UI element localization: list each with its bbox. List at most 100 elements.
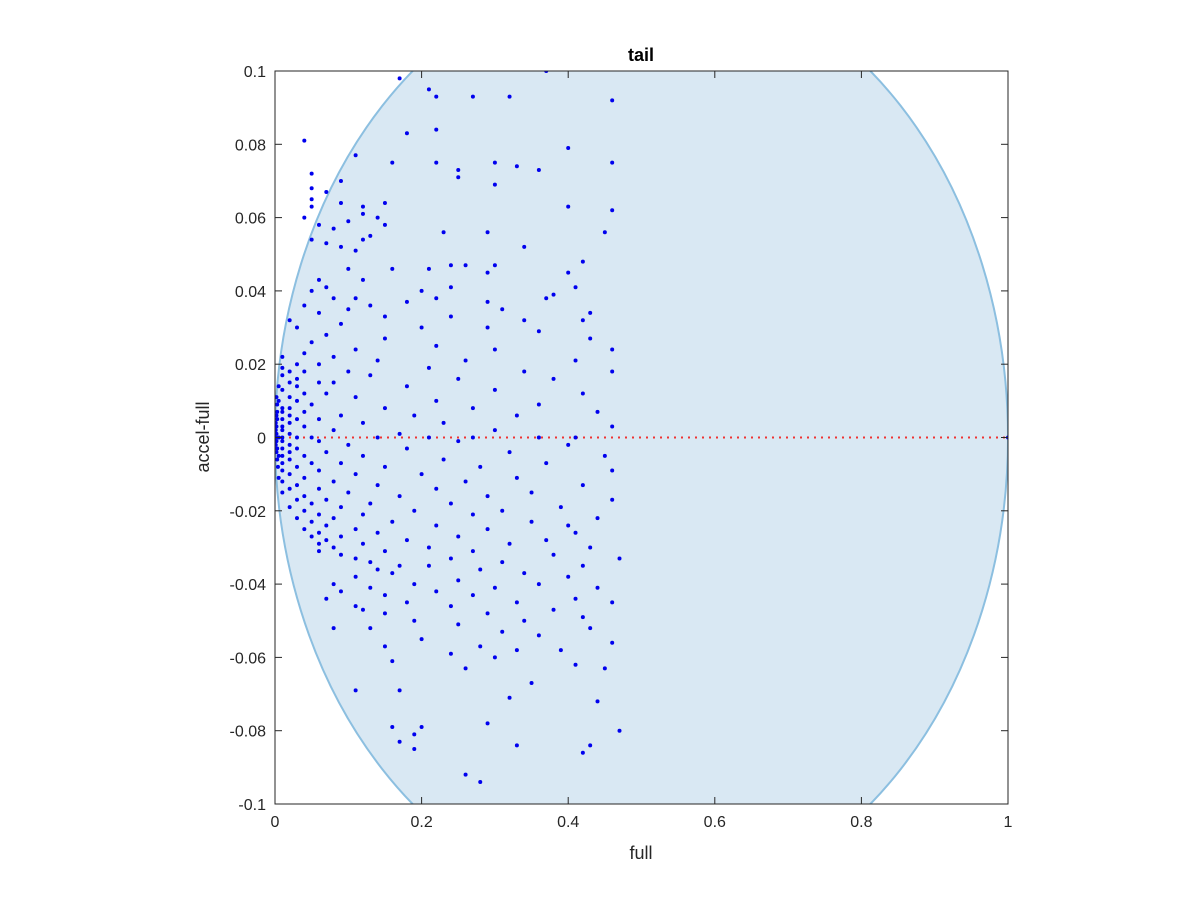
data-point: [566, 204, 571, 209]
data-point: [404, 131, 409, 136]
data-point: [280, 424, 285, 429]
data-point: [595, 585, 600, 590]
data-point: [360, 277, 365, 282]
data-point: [331, 626, 336, 631]
data-point: [419, 288, 424, 293]
data-point: [280, 453, 285, 458]
data-point: [617, 728, 622, 733]
data-point: [463, 666, 468, 671]
data-point: [441, 230, 446, 235]
data-point: [470, 406, 475, 411]
data-point: [324, 391, 329, 396]
data-point: [485, 494, 490, 499]
data-point: [280, 417, 285, 422]
data-point: [522, 618, 527, 623]
data-point: [280, 435, 285, 440]
data-point: [397, 76, 402, 81]
data-point: [404, 299, 409, 304]
data-point: [316, 277, 321, 282]
data-point: [275, 431, 279, 436]
data-point: [470, 593, 475, 598]
data-point: [375, 567, 380, 572]
data-point: [382, 222, 387, 227]
data-point: [419, 325, 424, 330]
data-point: [514, 413, 519, 418]
data-point: [434, 94, 439, 99]
data-point: [346, 266, 351, 271]
data-point: [514, 600, 519, 605]
data-point: [346, 490, 351, 495]
data-point: [448, 556, 453, 561]
data-point: [382, 593, 387, 598]
data-point: [507, 450, 512, 455]
data-point: [434, 486, 439, 491]
data-point: [426, 435, 431, 440]
data-point: [434, 343, 439, 348]
data-point: [324, 241, 329, 246]
data-point: [309, 237, 314, 242]
data-point: [456, 622, 461, 627]
data-point: [404, 446, 409, 451]
data-point: [456, 175, 461, 180]
data-point: [404, 538, 409, 543]
data-point: [287, 457, 292, 462]
data-point: [353, 347, 358, 352]
y-tick-label: -0.08: [230, 724, 267, 741]
data-point: [331, 354, 336, 359]
data-point: [485, 611, 490, 616]
data-point: [382, 644, 387, 649]
data-point: [412, 508, 417, 513]
data-point: [522, 244, 527, 249]
data-point: [382, 200, 387, 205]
data-point: [507, 695, 512, 700]
data-point: [456, 376, 461, 381]
data-point: [360, 211, 365, 216]
data-point: [302, 475, 307, 480]
data-point: [426, 563, 431, 568]
data-point: [338, 200, 343, 205]
data-point: [536, 435, 541, 440]
data-point: [412, 413, 417, 418]
data-point: [382, 464, 387, 469]
data-point: [595, 516, 600, 521]
data-point: [353, 248, 358, 253]
data-point: [434, 127, 439, 132]
data-point: [397, 494, 402, 499]
data-point: [426, 365, 431, 370]
data-point: [426, 87, 431, 92]
data-point: [566, 574, 571, 579]
data-point: [529, 681, 534, 686]
data-point: [478, 780, 483, 785]
data-point: [309, 402, 314, 407]
data-point: [353, 472, 358, 477]
data-point: [485, 721, 490, 726]
data-point: [276, 398, 281, 403]
data-point: [280, 354, 285, 359]
data-point: [294, 497, 299, 502]
data-point: [610, 497, 615, 502]
data-point: [602, 453, 607, 458]
y-tick-label: -0.04: [230, 577, 267, 594]
data-point: [573, 662, 578, 667]
data-point: [309, 186, 314, 191]
data-point: [309, 171, 314, 176]
data-point: [478, 567, 483, 572]
data-point: [294, 483, 299, 488]
data-point: [610, 208, 615, 213]
data-point: [294, 384, 299, 389]
data-point: [573, 596, 578, 601]
data-point: [492, 263, 497, 268]
data-point: [294, 464, 299, 469]
data-point: [544, 296, 549, 301]
data-point: [463, 772, 468, 777]
data-points: [275, 71, 1008, 785]
data-point: [316, 439, 321, 444]
data-point: [441, 457, 446, 462]
data-point: [412, 732, 417, 737]
data-point: [434, 589, 439, 594]
data-point: [346, 307, 351, 312]
data-point: [275, 428, 278, 433]
data-point: [338, 178, 343, 183]
data-point: [280, 479, 285, 484]
data-point: [353, 527, 358, 532]
